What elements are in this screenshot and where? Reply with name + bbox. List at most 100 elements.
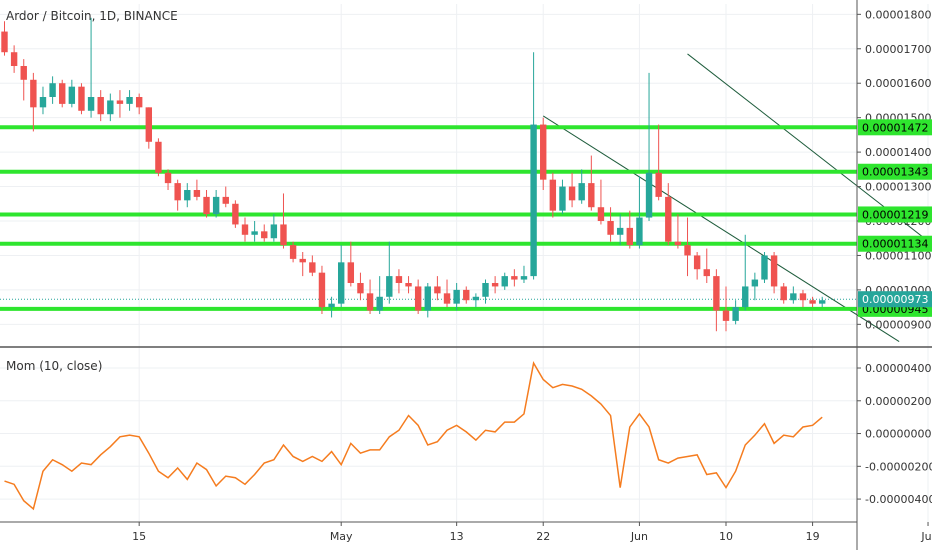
candle-body bbox=[616, 227, 624, 235]
candle-body bbox=[30, 79, 37, 108]
candle bbox=[568, 172, 576, 208]
candle bbox=[703, 248, 710, 283]
time-axis[interactable]: 15May1322Jun1019Jul15 bbox=[0, 521, 932, 543]
candle-body bbox=[568, 186, 576, 201]
candle-body bbox=[819, 300, 826, 304]
candle bbox=[126, 90, 133, 111]
candle-body bbox=[665, 196, 672, 242]
candle bbox=[30, 72, 37, 132]
candle-body bbox=[684, 245, 691, 256]
momentum-line bbox=[4, 361, 823, 511]
level-badge: 0.00001343 bbox=[858, 163, 932, 180]
candle-body bbox=[376, 296, 383, 311]
candle bbox=[49, 76, 56, 104]
candle-body bbox=[395, 276, 403, 283]
candle-body bbox=[434, 286, 441, 294]
candle bbox=[270, 214, 278, 242]
candle bbox=[443, 279, 451, 308]
candle-body bbox=[530, 124, 537, 277]
candle bbox=[472, 293, 480, 308]
level-badge-label: 0.00001134 bbox=[862, 238, 928, 251]
grid bbox=[0, 4, 932, 522]
indicator-title: Mom (10, close) bbox=[6, 359, 102, 373]
candle bbox=[59, 79, 66, 108]
level-badge: 0.00001472 bbox=[858, 119, 932, 136]
candle bbox=[597, 179, 605, 225]
candle bbox=[68, 79, 76, 108]
candle bbox=[366, 279, 374, 314]
candle-body bbox=[511, 276, 518, 280]
price-channel bbox=[542, 53, 932, 342]
candle bbox=[318, 265, 326, 314]
channel-line bbox=[542, 115, 900, 342]
candle-body bbox=[280, 224, 287, 246]
candle-body bbox=[126, 97, 133, 104]
candle-body bbox=[261, 231, 268, 239]
candle-body bbox=[164, 172, 172, 184]
candle bbox=[674, 214, 682, 249]
price-tick-label: 0.00001400 bbox=[865, 146, 931, 159]
price-axis[interactable]: 0.000009000.000010000.000011000.00001200… bbox=[856, 0, 932, 550]
candle bbox=[78, 83, 85, 115]
candle bbox=[155, 138, 162, 177]
candle bbox=[328, 296, 335, 318]
level-badge: 0.00001219 bbox=[858, 206, 932, 223]
candle-body bbox=[289, 245, 297, 259]
candle-body bbox=[193, 190, 201, 197]
level-badge-bg bbox=[858, 119, 932, 136]
time-tick-label: 10 bbox=[719, 530, 733, 543]
candle bbox=[491, 276, 499, 294]
price-tick-label: 0.00000900 bbox=[865, 318, 931, 331]
candle-body bbox=[318, 272, 326, 308]
candle bbox=[309, 255, 316, 277]
candle bbox=[164, 169, 172, 190]
candle bbox=[732, 300, 739, 325]
candle-body bbox=[405, 283, 412, 287]
level-badge: 0.00001134 bbox=[858, 235, 932, 252]
candle bbox=[434, 276, 441, 301]
time-tick-label: 22 bbox=[536, 530, 550, 543]
candle bbox=[616, 214, 624, 246]
candle-body bbox=[626, 227, 633, 246]
candle bbox=[289, 241, 297, 263]
candle bbox=[501, 272, 508, 290]
candle bbox=[578, 169, 585, 204]
candle-body bbox=[472, 296, 480, 301]
candle-body bbox=[501, 276, 508, 287]
candle-body bbox=[97, 97, 104, 115]
candle-body bbox=[1, 31, 8, 53]
candle bbox=[299, 252, 306, 277]
candle-body bbox=[732, 307, 739, 321]
candle bbox=[799, 289, 807, 308]
candle bbox=[251, 221, 258, 242]
candle-body bbox=[49, 83, 56, 97]
candle-body bbox=[443, 293, 451, 304]
candle bbox=[20, 59, 27, 101]
candlestick-series bbox=[1, 17, 826, 332]
candle-body bbox=[20, 66, 27, 80]
candle-body bbox=[135, 97, 143, 108]
candle bbox=[241, 217, 249, 242]
candle bbox=[588, 155, 595, 211]
candle bbox=[751, 272, 759, 301]
candle bbox=[819, 296, 826, 308]
candle-body bbox=[463, 289, 470, 301]
last-price-badge: 0.00000973 bbox=[858, 291, 932, 308]
candle bbox=[559, 179, 566, 215]
candle bbox=[1, 21, 8, 56]
candle-body bbox=[203, 196, 210, 215]
candle-body bbox=[693, 255, 701, 270]
candle bbox=[511, 269, 518, 287]
level-badge-bg bbox=[858, 206, 932, 223]
mom-tick-label: -0.00000400 bbox=[865, 493, 932, 506]
candle-body bbox=[309, 262, 316, 273]
candle bbox=[395, 269, 403, 294]
candle-body bbox=[10, 52, 18, 66]
candle bbox=[453, 283, 460, 311]
candle-body bbox=[347, 262, 355, 283]
candle bbox=[357, 272, 364, 301]
candle bbox=[713, 269, 720, 332]
candle bbox=[780, 283, 787, 304]
